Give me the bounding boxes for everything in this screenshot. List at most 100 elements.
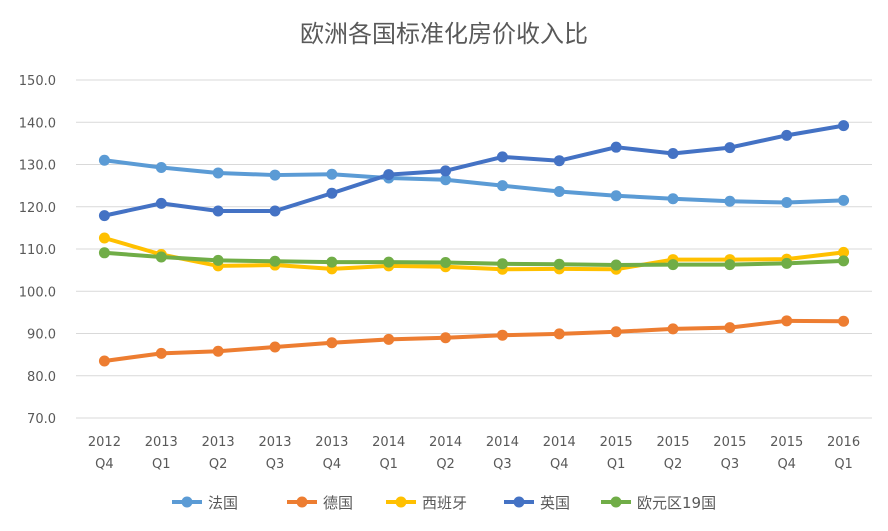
chart-title: 欧洲各国标准化房价收入比 bbox=[300, 20, 588, 48]
data-point bbox=[326, 168, 338, 180]
x-tick-label-year: 2015 bbox=[770, 435, 803, 450]
data-point bbox=[838, 315, 850, 327]
series-line bbox=[102, 158, 846, 205]
legend-label: 法国 bbox=[208, 494, 238, 512]
x-tick-label-year: 2014 bbox=[372, 435, 405, 450]
gridlines bbox=[76, 79, 872, 419]
data-point bbox=[212, 254, 224, 266]
data-point bbox=[553, 186, 565, 198]
x-tick-label-year: 2015 bbox=[600, 435, 633, 450]
legend-swatch-marker bbox=[513, 496, 525, 508]
legend-label: 欧元区19国 bbox=[637, 494, 716, 512]
data-point bbox=[724, 322, 736, 334]
x-tick-label-year: 2013 bbox=[145, 435, 178, 450]
data-point bbox=[383, 256, 395, 268]
data-point bbox=[781, 129, 793, 141]
x-tick-label-quarter: Q1 bbox=[607, 457, 626, 472]
y-tick-label: 110.0 bbox=[19, 243, 56, 258]
legend-item: 德国 bbox=[287, 494, 353, 512]
data-point bbox=[269, 255, 281, 267]
y-tick-label: 130.0 bbox=[19, 159, 56, 174]
data-point bbox=[667, 193, 679, 205]
data-point bbox=[269, 341, 281, 353]
x-tick-label-quarter: Q3 bbox=[266, 457, 285, 472]
data-point bbox=[98, 247, 110, 259]
x-tick-label-quarter: Q1 bbox=[834, 457, 853, 472]
legend-swatch-marker bbox=[395, 496, 407, 508]
legend: 法国 德国 西班牙 英国 欧元区19国 bbox=[172, 494, 716, 512]
series-line bbox=[102, 236, 846, 272]
legend-item: 欧元区19国 bbox=[601, 494, 716, 512]
data-point bbox=[838, 246, 850, 258]
data-point bbox=[610, 141, 622, 153]
x-tick-label-quarter: Q4 bbox=[550, 457, 569, 472]
data-point bbox=[440, 332, 452, 344]
y-tick-label: 100.0 bbox=[19, 285, 56, 300]
data-point bbox=[269, 169, 281, 181]
data-point bbox=[724, 142, 736, 154]
data-point bbox=[724, 195, 736, 207]
legend-label: 英国 bbox=[540, 494, 570, 512]
legend-item: 英国 bbox=[504, 494, 570, 512]
legend-item: 西班牙 bbox=[386, 494, 467, 512]
data-point bbox=[326, 256, 338, 268]
y-tick-label: 80.0 bbox=[27, 370, 56, 385]
data-point bbox=[155, 161, 167, 173]
data-point bbox=[553, 328, 565, 340]
data-point bbox=[838, 120, 850, 132]
data-point bbox=[98, 355, 110, 367]
data-point bbox=[326, 337, 338, 349]
x-tick-label-quarter: Q2 bbox=[436, 457, 455, 472]
series-line bbox=[102, 250, 846, 268]
series-3 bbox=[98, 120, 850, 222]
y-tick-label: 150.0 bbox=[19, 74, 56, 89]
data-point bbox=[838, 194, 850, 206]
x-tick-label-year: 2015 bbox=[713, 435, 746, 450]
data-point bbox=[496, 258, 508, 270]
legend-swatch-marker bbox=[181, 496, 193, 508]
x-tick-label-year: 2013 bbox=[202, 435, 235, 450]
x-tick-label-year: 2014 bbox=[429, 435, 462, 450]
data-point bbox=[667, 148, 679, 160]
data-point bbox=[781, 257, 793, 269]
legend-swatch-marker bbox=[296, 496, 308, 508]
data-point bbox=[440, 165, 452, 177]
data-point bbox=[496, 151, 508, 163]
series-line bbox=[102, 318, 846, 363]
x-tick-label-quarter: Q4 bbox=[323, 457, 342, 472]
data-point bbox=[212, 205, 224, 217]
data-point bbox=[496, 180, 508, 192]
data-point bbox=[781, 197, 793, 209]
data-point bbox=[155, 251, 167, 263]
data-point bbox=[155, 197, 167, 209]
data-point bbox=[667, 323, 679, 335]
x-tick-label-quarter: Q2 bbox=[664, 457, 683, 472]
y-tick-label: 70.0 bbox=[27, 412, 56, 427]
legend-label: 德国 bbox=[323, 494, 353, 512]
series-1 bbox=[98, 315, 850, 367]
data-point bbox=[326, 187, 338, 199]
data-point bbox=[838, 255, 850, 267]
legend-item: 法国 bbox=[172, 494, 238, 512]
data-point bbox=[724, 259, 736, 271]
x-tick-label-year: 2015 bbox=[656, 435, 689, 450]
data-point bbox=[667, 259, 679, 271]
data-point bbox=[212, 345, 224, 357]
y-axis-tick-labels: 70.0 80.0 90.0 100.0 110.0 120.0 130.0 140.0 150… bbox=[19, 74, 56, 427]
data-point bbox=[610, 326, 622, 338]
x-tick-label-quarter: Q1 bbox=[379, 457, 398, 472]
data-point bbox=[553, 258, 565, 270]
y-tick-label: 90.0 bbox=[27, 328, 56, 343]
data-point bbox=[98, 210, 110, 222]
x-tick-label-quarter: Q4 bbox=[777, 457, 796, 472]
data-point bbox=[383, 333, 395, 345]
data-point bbox=[383, 169, 395, 181]
data-point bbox=[98, 154, 110, 166]
x-tick-label-year: 2012 bbox=[88, 435, 121, 450]
data-point bbox=[98, 232, 110, 244]
x-tick-label-quarter: Q1 bbox=[152, 457, 171, 472]
data-point bbox=[269, 205, 281, 217]
data-point bbox=[610, 190, 622, 202]
data-point bbox=[781, 315, 793, 327]
